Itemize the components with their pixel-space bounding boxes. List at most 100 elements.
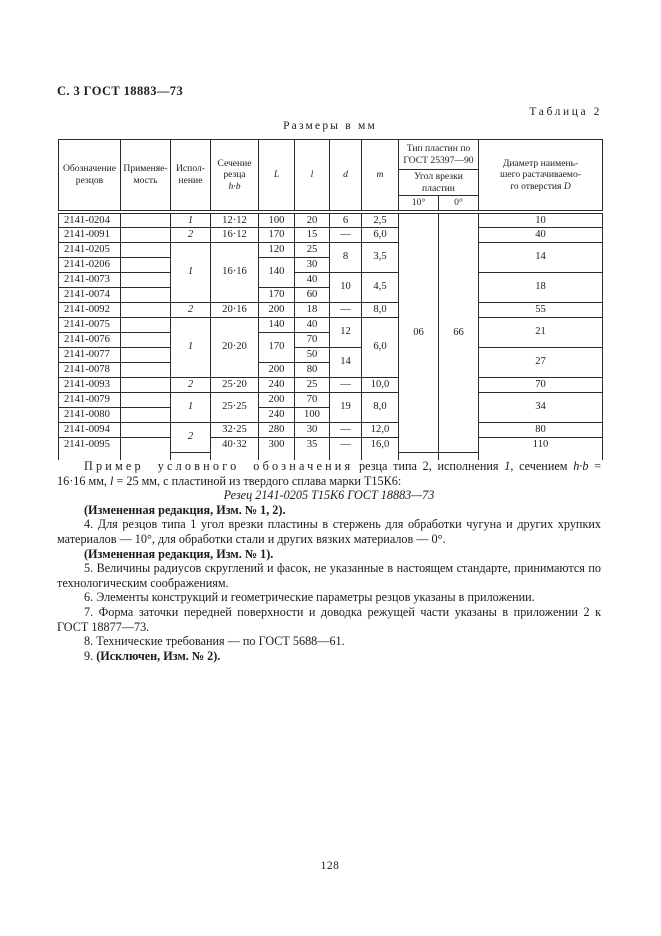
table-header-row: 10° 0° — [59, 195, 603, 215]
table-cell: 110 — [478, 436, 603, 453]
table-cell: 170 — [258, 331, 295, 363]
table-row: 2141-0075 1 20·20 140 40 12 6,0 21 — [58, 316, 603, 378]
table-cell — [120, 331, 171, 348]
table-cell: 300 — [258, 436, 295, 453]
table-cell: 15 — [294, 226, 330, 243]
table-cell — [120, 391, 171, 408]
table-cell: 06 — [398, 211, 439, 453]
note-7: 7. Форма заточки передней поверхности и … — [57, 604, 601, 634]
table-cell: 140 — [258, 256, 295, 288]
example-designation: Резец 2141-0205 Т15К6 ГОСТ 18883—73 — [223, 488, 435, 503]
table-row: 2141-0076 170 70 — [58, 331, 603, 363]
note-revision-1-2: (Измененная редакция, Изм. № 1, 2). — [84, 502, 286, 517]
table-cell: 2 — [170, 301, 211, 318]
table-header-cell: 10° — [398, 195, 439, 215]
table-row: 2141-0205 1 16·16 120 25 8 3,5 14 — [58, 241, 603, 303]
table-row: 2141-0093 2 25·20 240 25—10,0 70 — [58, 376, 603, 393]
table-row: 2141-0094 2 32·25 280 30—12,0 80 — [58, 421, 603, 453]
table-row: 2141-0095 40·32 300 35—16,0 110 — [58, 436, 603, 453]
table-cell: 8 — [329, 241, 362, 273]
table-cell: 25·20 — [210, 376, 259, 393]
table-cell: 200 — [258, 391, 295, 408]
table-cell: 4,5 — [361, 271, 399, 303]
table-cell: 1 — [170, 211, 211, 228]
table-cell: — — [329, 376, 362, 393]
page-title: С. 3 ГОСТ 18883—73 — [57, 84, 184, 98]
table-header-cell: l — [294, 139, 330, 215]
table-cell: 200 — [258, 361, 295, 378]
example-paragraph: Пример условного обозначения резца типа … — [57, 459, 602, 488]
table-cell: 25·25 — [210, 391, 259, 423]
table-header-cell: Тип пластин по ГОСТ 25397—90 — [398, 139, 479, 170]
table-header-row: Угол врезки пластин — [59, 168, 603, 197]
table-cell: 30 — [294, 256, 330, 273]
table-cell: 60 — [294, 286, 330, 303]
table-cell: 2141-0205 — [58, 241, 121, 258]
table-cell: 170 — [258, 286, 295, 303]
table-header-cell: L — [258, 139, 295, 215]
table-cell: 27 — [478, 346, 603, 378]
table-row: 2141-0073 40 10 4,5 18 — [58, 271, 603, 303]
note-5: 5. Величины радиусов скруглений и фасок,… — [57, 561, 601, 590]
table-cell: 40 — [294, 316, 330, 333]
table-cell: 2141-0080 — [58, 406, 121, 423]
table-cell: 12·12 — [210, 211, 259, 228]
table-cell: 25 — [294, 376, 330, 393]
table-cell: 16·12 — [210, 226, 259, 243]
table-cell: 140 — [258, 316, 295, 333]
table-cell — [120, 376, 171, 393]
table-cell: 50 — [294, 346, 330, 363]
table-cell: 2 — [170, 376, 211, 393]
table-cell — [120, 436, 171, 453]
table-cell: 80 — [294, 361, 330, 378]
table-cell: 2141-0206 — [58, 256, 121, 273]
table-header-cell: Угол врезки пластин — [398, 168, 479, 197]
table-cell — [120, 406, 171, 423]
table-cell: 30 — [294, 421, 330, 438]
table-cell: 8,0 — [361, 391, 399, 423]
table-cell — [120, 346, 171, 363]
table-cell: 70 — [294, 331, 330, 348]
table-cell: 1 — [170, 391, 211, 423]
table-cell: 16,0 — [361, 436, 399, 453]
table-cell: 6,0 — [361, 226, 399, 243]
table-cell: 40 — [294, 271, 330, 288]
table-cell: 19 — [329, 391, 362, 423]
table-cell — [120, 256, 171, 273]
table-header-cell: Обозначение резцов — [58, 139, 121, 215]
table-cell: 40·32 — [210, 436, 259, 453]
table-header-row: Обозначение резцов Применяе- мость Испол- … — [58, 139, 603, 215]
table-cell: 12,0 — [361, 421, 399, 438]
table-cell: 35 — [294, 436, 330, 453]
table-cell: 1 — [170, 316, 211, 378]
table-cell — [120, 271, 171, 288]
table-cell: — — [329, 301, 362, 318]
table-stub-row — [58, 452, 603, 461]
table-cell: 1 — [170, 241, 211, 303]
table-cell — [120, 361, 171, 378]
table-row: 2141-0079 1 25·25 200 70 19 8,0 34 — [58, 391, 603, 423]
table-stub-cell — [478, 452, 603, 461]
table-cell: 10 — [478, 211, 603, 228]
table-caption: Таблица 2 — [529, 106, 602, 118]
table-cell: 14 — [478, 241, 603, 273]
table-cell: 2141-0093 — [58, 376, 121, 393]
table-cell — [120, 301, 171, 318]
table-cell: 70 — [478, 376, 603, 393]
table-cell: 2141-0078 — [58, 361, 121, 378]
table-cell: 32·25 — [210, 421, 259, 438]
table-row: 2141-0204 1 12·12 100 20 6 2,5 06 66 10 — [58, 211, 603, 453]
table-cell: 8,0 — [361, 301, 399, 318]
table-cell: 2141-0092 — [58, 301, 121, 318]
table-row: 2141-0077 50 14 27 — [58, 346, 603, 378]
table-cell — [120, 421, 171, 438]
table-cell: 2141-0091 — [58, 226, 121, 243]
units-label: Размеры в мм — [283, 120, 377, 132]
table-cell: 120 — [258, 241, 295, 258]
table-header-cell: d — [329, 139, 362, 215]
table-cell: 3,5 — [361, 241, 399, 273]
table-cell: 16·16 — [210, 241, 259, 303]
table-header-cell: Диаметр наимень- шего растачиваемо- го о… — [478, 139, 603, 215]
table-cell: 14 — [329, 346, 362, 378]
